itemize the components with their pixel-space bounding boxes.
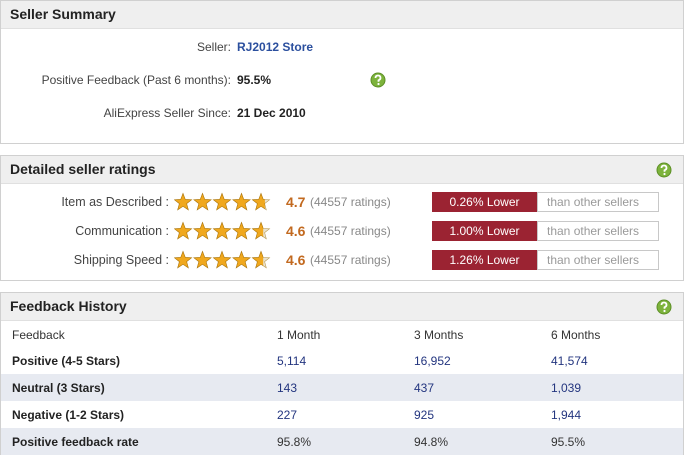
rating-label: Item as Described : — [61, 195, 169, 209]
help-icon[interactable] — [656, 299, 672, 315]
comparison-note: than other sellers — [537, 250, 659, 270]
rating-value: 4.6 — [286, 252, 306, 268]
field-label: Positive Feedback (Past 6 months): — [41, 73, 231, 87]
row-label: Positive (4-5 Stars) — [12, 354, 121, 368]
table-cell: 143 — [277, 381, 298, 395]
star-fill — [174, 192, 193, 211]
row-label: Negative (1-2 Stars) — [12, 408, 125, 422]
star-fill — [212, 221, 232, 240]
table-header-row: Feedback 1 Month 3 Months 6 Months — [1, 321, 683, 348]
column-header: 6 Months — [551, 328, 601, 342]
rating-count: (44557 ratings) — [310, 253, 391, 267]
row-label: Positive feedback rate — [12, 435, 139, 449]
ratings-panel: Detailed seller ratings Item as Describe… — [0, 155, 684, 281]
star-fill — [212, 250, 232, 269]
star-fill — [251, 192, 265, 211]
table-row: Negative (1-2 Stars) 227 925 1,944 — [1, 401, 683, 428]
table-cell: 16,952 — [414, 354, 451, 368]
panel-header: Seller Summary — [1, 1, 683, 29]
table-cell: 5,114 — [277, 354, 307, 368]
star-fill — [212, 192, 232, 211]
rating-label: Shipping Speed : — [73, 253, 169, 267]
star-fill — [174, 221, 193, 240]
help-icon[interactable] — [656, 162, 672, 178]
rating-value: 4.6 — [286, 223, 306, 239]
rating-label: Communication : — [75, 224, 169, 238]
rating-count: (44557 ratings) — [310, 195, 391, 209]
panel-header: Feedback History — [1, 293, 683, 321]
help-icon[interactable] — [370, 72, 386, 88]
star-fill — [232, 192, 251, 211]
star-fill — [232, 250, 251, 269]
table-row: Positive feedback rate 95.8% 94.8% 95.5% — [1, 428, 683, 455]
star-rating — [174, 250, 271, 269]
field-label: AliExpress Seller Since: — [103, 106, 231, 120]
star-fill — [193, 221, 212, 240]
table-cell: 925 — [414, 408, 435, 422]
star-rating — [174, 192, 271, 211]
comparison-badge: 1.00% Lower — [432, 221, 537, 241]
panel-title: Detailed seller ratings — [10, 161, 156, 177]
star-fill — [193, 250, 212, 269]
field-value: 95.5% — [237, 73, 272, 87]
star-rating — [174, 221, 271, 240]
field-label: Seller: — [196, 40, 231, 54]
comparison-badge: 0.26% Lower — [432, 192, 537, 212]
field-value: 21 Dec 2010 — [237, 106, 306, 120]
table-cell: 1,944 — [551, 408, 582, 422]
table-cell: 95.8% — [277, 435, 312, 449]
table-cell: 95.5% — [551, 435, 586, 449]
column-header: 1 Month — [277, 328, 321, 342]
comparison-note: than other sellers — [537, 221, 659, 241]
star-fill — [193, 192, 212, 211]
comparison-note: than other sellers — [537, 192, 659, 212]
panel-title: Seller Summary — [10, 6, 116, 22]
panel-title: Feedback History — [10, 298, 127, 314]
table-cell: 227 — [277, 408, 298, 422]
table-cell: 41,574 — [551, 354, 588, 368]
star-fill — [251, 250, 264, 269]
table-cell: 1,039 — [551, 381, 582, 395]
rating-value: 4.7 — [286, 194, 306, 210]
star-fill — [174, 250, 193, 269]
table-cell: 94.8% — [414, 435, 449, 449]
rating-count: (44557 ratings) — [310, 224, 391, 238]
table-cell: 437 — [414, 381, 435, 395]
star-fill — [251, 221, 264, 240]
table-row: Positive (4-5 Stars) 5,114 16,952 41,574 — [1, 347, 683, 374]
star-fill — [232, 221, 251, 240]
feedback-history-panel: Feedback History Feedback 1 Month 3 Months… — [0, 292, 684, 455]
field-value[interactable]: RJ2012 Store — [237, 40, 314, 54]
comparison-badge: 1.26% Lower — [432, 250, 537, 270]
column-header: 3 Months — [414, 328, 464, 342]
seller-summary-panel: Seller Summary Seller: RJ2012 Store Positi… — [0, 0, 684, 144]
row-label: Neutral (3 Stars) — [12, 381, 105, 395]
table-row: Neutral (3 Stars) 143 437 1,039 — [1, 374, 683, 401]
panel-header: Detailed seller ratings — [1, 156, 683, 184]
column-header: Feedback — [12, 328, 65, 342]
